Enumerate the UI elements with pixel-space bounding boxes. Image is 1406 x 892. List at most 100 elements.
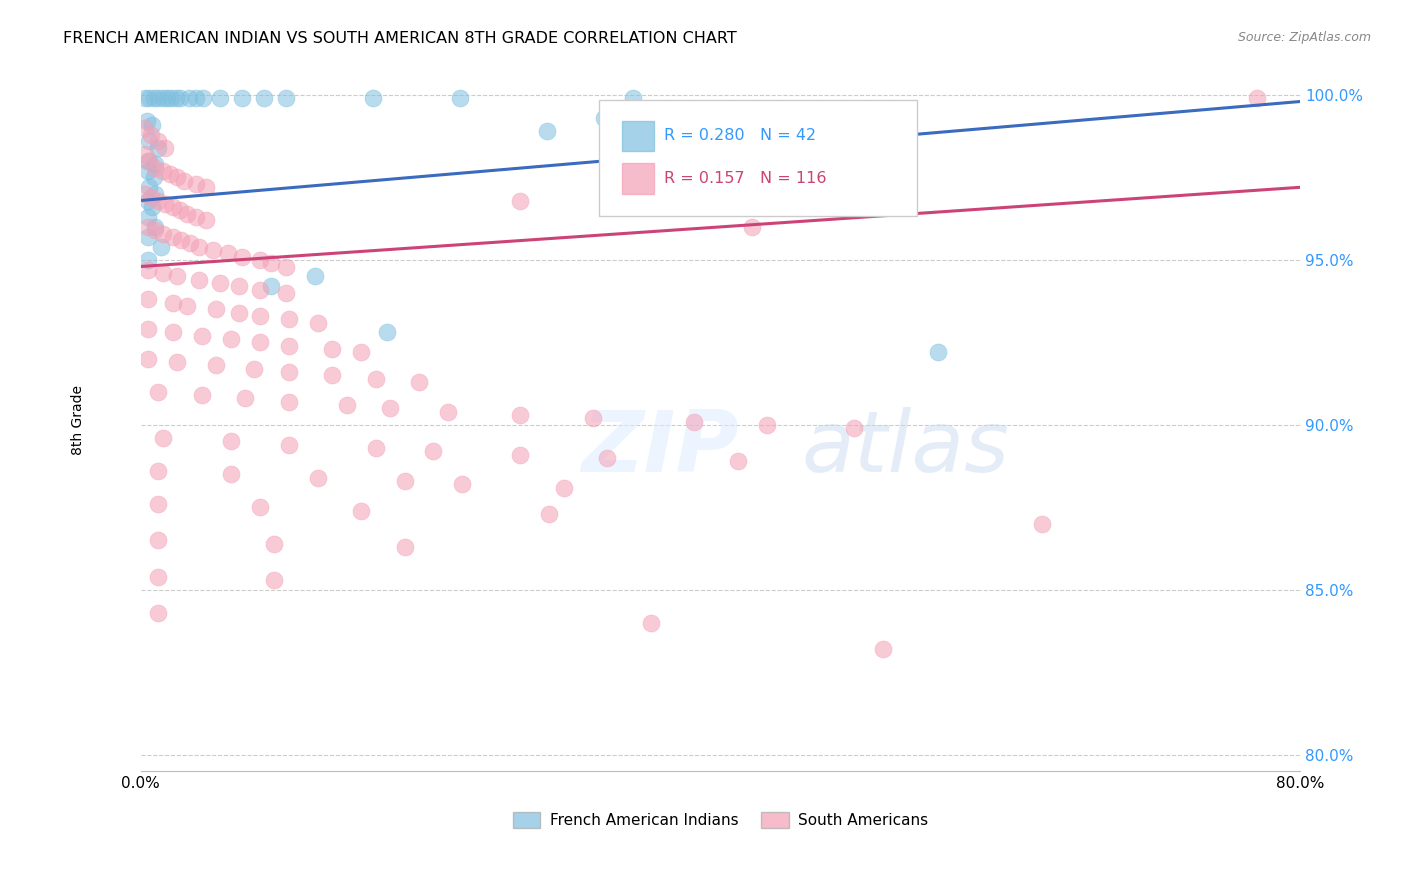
Point — [219, 467, 242, 482]
Point — [152, 163, 174, 178]
Point — [148, 497, 170, 511]
Point — [136, 252, 159, 267]
Point — [202, 243, 225, 257]
Point — [350, 345, 373, 359]
Point — [307, 316, 329, 330]
Point — [136, 194, 159, 208]
Point — [138, 180, 160, 194]
Point — [166, 269, 188, 284]
Point — [249, 252, 271, 267]
Point — [136, 322, 159, 336]
Point — [321, 342, 343, 356]
Point — [138, 153, 160, 168]
Text: atlas: atlas — [801, 407, 1010, 490]
Point — [741, 219, 763, 234]
Point — [156, 91, 179, 105]
Point — [927, 345, 949, 359]
Point — [169, 91, 191, 105]
Point — [136, 229, 159, 244]
Point — [274, 285, 297, 300]
Point — [683, 415, 706, 429]
Point — [277, 438, 299, 452]
Text: R = 0.157   N = 116: R = 0.157 N = 116 — [664, 170, 827, 186]
Point — [155, 196, 177, 211]
Bar — [621, 120, 654, 152]
Point — [162, 229, 184, 244]
Point — [179, 236, 201, 251]
Point — [195, 213, 218, 227]
Point — [231, 91, 253, 105]
Point — [350, 504, 373, 518]
Point — [143, 157, 166, 171]
Point — [335, 398, 357, 412]
Point — [139, 128, 162, 142]
Point — [143, 186, 166, 201]
Point — [195, 180, 218, 194]
Point — [143, 219, 166, 234]
Point — [536, 124, 558, 138]
Point — [138, 91, 160, 105]
Point — [842, 421, 865, 435]
Point — [166, 355, 188, 369]
Point — [509, 194, 531, 208]
Point — [136, 219, 159, 234]
Point — [755, 417, 778, 432]
Point — [249, 500, 271, 515]
Point — [249, 335, 271, 350]
Point — [148, 134, 170, 148]
Point — [143, 161, 166, 175]
Point — [253, 91, 276, 105]
Point — [217, 246, 239, 260]
Point — [219, 434, 242, 449]
Point — [249, 283, 271, 297]
Point — [260, 279, 283, 293]
Point — [138, 134, 160, 148]
Point — [260, 256, 283, 270]
Point — [148, 194, 170, 208]
Point — [159, 167, 181, 181]
Point — [152, 227, 174, 241]
Point — [364, 372, 387, 386]
Point — [184, 177, 207, 191]
Point — [422, 444, 444, 458]
Point — [277, 365, 299, 379]
Legend: French American Indians, South Americans: French American Indians, South Americans — [506, 805, 934, 834]
Point — [190, 328, 212, 343]
Point — [152, 266, 174, 280]
Point — [553, 481, 575, 495]
Point — [582, 411, 605, 425]
Point — [136, 351, 159, 366]
Point — [162, 326, 184, 340]
Point — [277, 394, 299, 409]
Point — [134, 91, 156, 105]
Point — [136, 293, 159, 307]
Point — [263, 573, 285, 587]
Point — [872, 642, 894, 657]
Point — [596, 450, 619, 465]
Point — [378, 401, 401, 416]
Point — [191, 91, 214, 105]
Point — [155, 141, 177, 155]
Point — [307, 471, 329, 485]
Point — [274, 260, 297, 274]
Point — [209, 91, 232, 105]
Point — [134, 147, 156, 161]
Point — [143, 223, 166, 237]
Point — [136, 210, 159, 224]
Point — [135, 114, 157, 128]
Point — [364, 441, 387, 455]
Point — [228, 279, 250, 293]
Bar — [621, 162, 654, 194]
Point — [205, 302, 228, 317]
Point — [136, 153, 159, 168]
Point — [187, 273, 209, 287]
Point — [148, 606, 170, 620]
Point — [228, 306, 250, 320]
Point — [593, 111, 616, 125]
Point — [263, 537, 285, 551]
Point — [640, 615, 662, 630]
Point — [277, 339, 299, 353]
Point — [184, 91, 207, 105]
Point — [361, 91, 384, 105]
Point — [231, 250, 253, 264]
